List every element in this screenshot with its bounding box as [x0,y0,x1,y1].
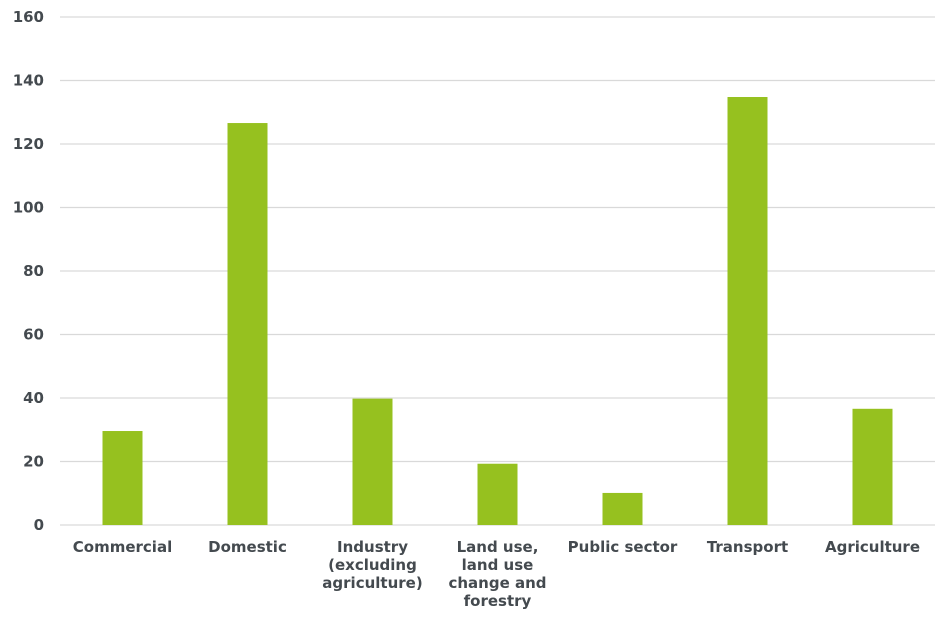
y-tick-label: 140 [13,72,44,90]
bar [352,398,393,525]
x-tick-label-line: Domestic [208,538,287,556]
bar [852,408,893,525]
x-tick-label-line: Public sector [568,538,678,556]
bar [602,492,643,525]
y-tick-label: 40 [23,389,44,407]
bar [227,123,268,526]
bar [102,431,143,525]
bar [727,97,768,525]
x-tick-label-line: Industry [337,538,408,556]
x-tick-label-line: Land use, [457,538,539,556]
x-tick-label-line: agriculture) [322,574,422,592]
x-tick-label: Land use, land use change and forestry [448,538,546,610]
x-tick-label: Industry (excluding agriculture) [322,538,422,592]
y-tick-label: 160 [13,8,44,26]
x-tick-label-line: (excluding [328,556,417,574]
y-axis-ticks: 0 20 40 60 80 100 120 140 160 [13,8,44,534]
x-axis-ticks: Commercial Domestic Industry (excluding agri… [73,538,920,610]
x-tick-label: Public sector [568,538,678,556]
y-tick-label: 80 [23,262,44,280]
bar [477,463,518,525]
gridlines [60,16,935,526]
x-tick-label-line: change and [448,574,546,592]
x-tick-label-line: Transport [707,538,788,556]
y-tick-label: 0 [34,516,44,534]
x-tick-label-line: land use [462,556,534,574]
x-tick-label: Transport [707,538,788,556]
x-tick-label: Domestic [208,538,287,556]
y-tick-label: 100 [13,199,44,217]
y-tick-label: 60 [23,326,44,344]
y-tick-label: 120 [13,135,44,153]
y-tick-label: 20 [23,453,44,471]
x-tick-label-line: Commercial [73,538,172,556]
bars [102,97,893,526]
x-tick-label: Commercial [73,538,172,556]
x-tick-label-line: forestry [464,592,532,610]
x-tick-label-line: Agriculture [825,538,920,556]
x-tick-label: Agriculture [825,538,920,556]
